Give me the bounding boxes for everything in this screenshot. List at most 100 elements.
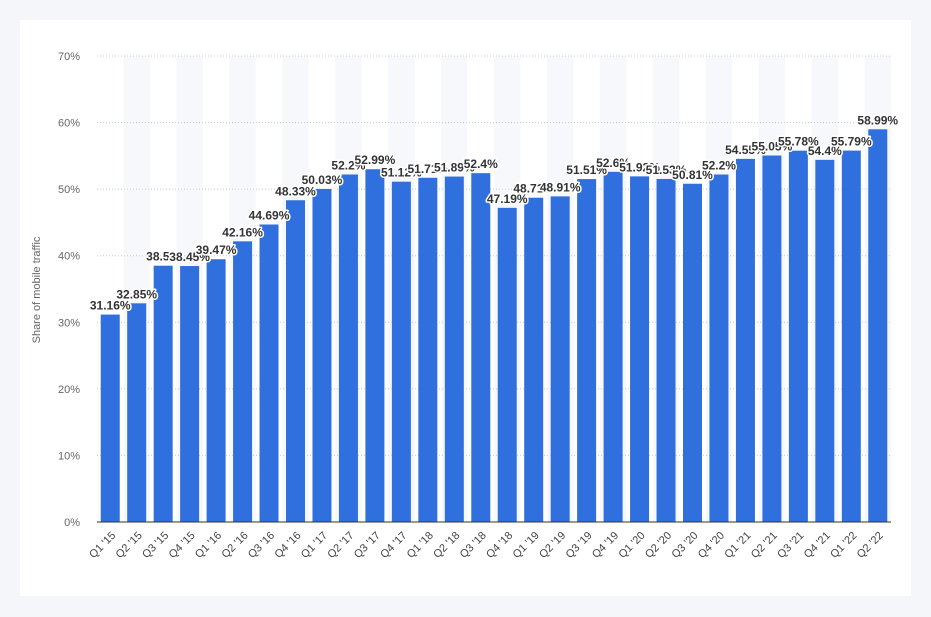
data-labels: 31.16%32.85% 38.5%38.45%39.47% 42.16% 44.69… xyxy=(88,112,900,314)
bar xyxy=(418,177,438,522)
bar xyxy=(444,176,464,522)
x-tick-label: Q3 '21 xyxy=(775,530,806,561)
y-tick-label: 10% xyxy=(58,450,80,462)
data-label: 38.45% xyxy=(169,250,210,264)
bar xyxy=(365,169,385,522)
data-label: 51.53% xyxy=(646,163,687,177)
y-tick-label: 0% xyxy=(64,517,80,529)
x-tick-label: Q2 '20 xyxy=(643,530,674,561)
data-label: 51.71% xyxy=(407,162,448,176)
bar xyxy=(709,174,729,523)
bar xyxy=(868,129,888,522)
x-tick-label: Q1 '20 xyxy=(617,530,648,561)
y-tick-label: 40% xyxy=(58,251,80,263)
data-label: 48.33% xyxy=(275,184,316,198)
data-label: 48.91% xyxy=(540,180,581,194)
bar xyxy=(524,197,544,522)
y-axis-label: Share of mobile traffic xyxy=(31,236,43,343)
data-label: 50.81% xyxy=(672,168,713,182)
x-tick-label: Q1 '19 xyxy=(511,530,542,561)
x-tick-label: Q1 '18 xyxy=(405,530,436,561)
bar xyxy=(656,178,676,522)
bar xyxy=(180,266,200,522)
bar xyxy=(100,314,120,522)
data-label: 55.05% xyxy=(752,140,793,154)
bar xyxy=(338,174,358,523)
y-tick-label: 60% xyxy=(58,118,80,130)
data-label: 51.89% xyxy=(434,161,475,175)
data-label: 52.2% xyxy=(702,158,736,172)
x-tick-label: Q1 '16 xyxy=(193,530,224,561)
data-label: 51.92% xyxy=(619,160,660,174)
y-tick-label: 50% xyxy=(58,184,80,196)
data-label: 54.4% xyxy=(808,144,842,158)
data-label: 48.71% xyxy=(513,182,554,196)
x-tick-label: Q3 '18 xyxy=(458,530,489,561)
bar xyxy=(630,176,650,522)
y-axis-ticks: 0% 10% 20% 30% 40% 50% 60% 70% xyxy=(58,51,80,529)
x-tick-label: Q2 '22 xyxy=(855,530,886,561)
x-tick-label: Q1 '17 xyxy=(299,530,330,561)
data-label: 32.85% xyxy=(116,287,157,301)
bar xyxy=(471,173,491,522)
data-label: 31.16% xyxy=(90,299,131,313)
x-tick-label: Q2 '19 xyxy=(537,530,568,561)
data-label: 42.16% xyxy=(222,225,263,239)
data-label: 55.79% xyxy=(831,135,872,149)
data-label: 47.19% xyxy=(487,192,528,206)
bar xyxy=(735,158,755,523)
data-label: 54.55% xyxy=(725,143,766,157)
bar xyxy=(233,241,253,523)
bar xyxy=(391,181,411,522)
bar xyxy=(815,159,835,522)
x-tick-label: Q4 '16 xyxy=(272,530,303,561)
data-label: 52.6% xyxy=(596,156,630,170)
bar xyxy=(153,265,173,522)
bar xyxy=(497,207,517,522)
x-tick-label: Q1 '22 xyxy=(828,530,859,561)
data-label: 51.51% xyxy=(566,163,607,177)
data-label: 38.5% xyxy=(146,250,180,264)
x-tick-label: Q3 '20 xyxy=(669,530,700,561)
y-tick-label: 70% xyxy=(58,51,80,63)
bar xyxy=(762,155,782,522)
x-tick-label: Q1 '15 xyxy=(87,530,118,561)
bar xyxy=(286,200,305,522)
gridlines xyxy=(97,55,891,456)
bar xyxy=(206,259,226,522)
bar xyxy=(788,150,808,523)
bar xyxy=(577,179,597,522)
data-label: 50.03% xyxy=(302,173,343,187)
x-tick-label: Q2 '15 xyxy=(114,530,145,561)
data-label: 52.4% xyxy=(464,157,498,171)
x-tick-label: Q3 '19 xyxy=(564,530,595,561)
x-tick-label: Q4 '21 xyxy=(802,530,833,561)
bar xyxy=(683,183,702,523)
bar xyxy=(259,224,279,522)
x-tick-label: Q4 '18 xyxy=(484,530,515,561)
bar xyxy=(550,196,570,522)
x-tick-label: Q2 '17 xyxy=(325,530,356,561)
bar xyxy=(127,303,147,522)
data-label: 51.12% xyxy=(381,166,422,180)
x-tick-label: Q1 '21 xyxy=(722,530,753,561)
bar xyxy=(312,188,332,522)
y-tick-label: 20% xyxy=(58,384,80,396)
x-tick-label: Q3 '17 xyxy=(352,530,383,561)
data-label: 55.78% xyxy=(778,135,819,149)
bar xyxy=(841,150,861,522)
x-tick-label: Q2 '21 xyxy=(749,530,780,561)
x-tick-label: Q3 '16 xyxy=(246,530,277,561)
data-label: 39.47% xyxy=(196,243,237,257)
bar xyxy=(603,171,623,522)
x-tick-label: Q2 '16 xyxy=(220,530,251,561)
y-tick-label: 30% xyxy=(58,317,80,329)
x-tick-label: Q4 '20 xyxy=(696,530,727,561)
x-tick-label: Q4 '19 xyxy=(590,530,621,561)
x-tick-label: Q4 '17 xyxy=(378,530,409,561)
x-tick-label: Q3 '15 xyxy=(140,530,171,561)
x-tick-label: Q2 '18 xyxy=(431,530,462,561)
x-tick-label: Q4 '15 xyxy=(167,530,198,561)
